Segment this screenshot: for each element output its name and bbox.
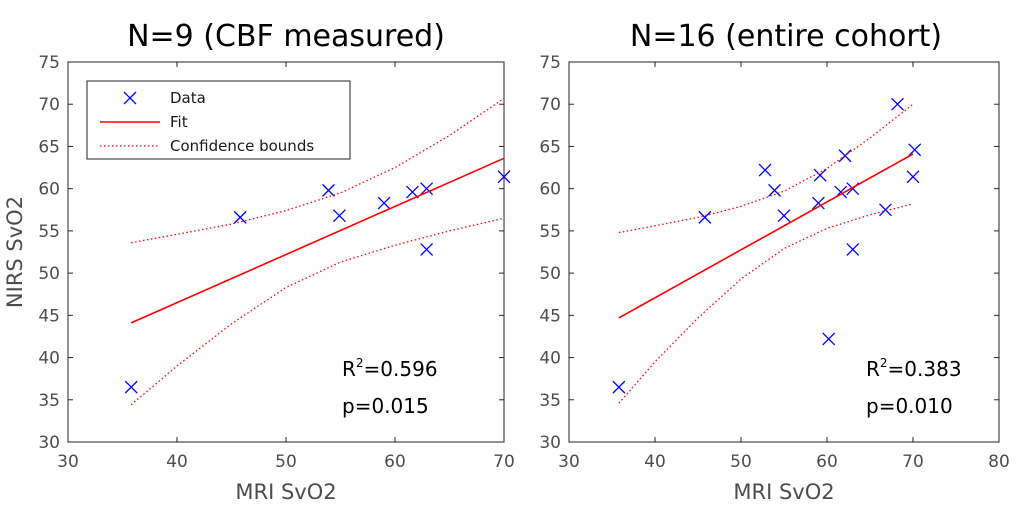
right-data-point xyxy=(846,243,860,256)
right-confidence-bound-line xyxy=(618,203,914,404)
legend-marker-data xyxy=(123,91,137,105)
right-y-tick-label: 30 xyxy=(539,433,561,453)
left-fit-line xyxy=(130,157,505,324)
legend-box xyxy=(86,80,351,160)
left-y-axis-label: NIRS SvO2 xyxy=(3,196,27,308)
right-data-point xyxy=(906,170,920,184)
right-y-tick-label: 75 xyxy=(539,53,561,73)
right-data-point xyxy=(822,332,836,346)
right-panel: N=16 (entire cohort) 30 40 50 60 70 80 30 35 40 4… xyxy=(539,19,1009,504)
left-chart-title: N=9 (CBF measured) xyxy=(127,19,445,54)
legend-label-data: Data xyxy=(170,89,206,107)
left-plot-marks xyxy=(124,97,511,406)
right-y-tick-label: 65 xyxy=(539,137,561,157)
right-data-point xyxy=(758,163,772,177)
left-y-tick-label: 40 xyxy=(38,349,60,369)
legend-label-confidence: Confidence bounds xyxy=(170,137,314,155)
right-x-tick-label: 40 xyxy=(644,452,666,472)
right-x-axis-label: MRI SvO2 xyxy=(733,480,834,504)
right-data-point xyxy=(879,203,892,217)
right-x-tick-label: 60 xyxy=(816,452,838,472)
right-x-tick-label: 30 xyxy=(558,452,580,472)
right-x-tick-label: 80 xyxy=(988,452,1010,472)
right-y-tick-label: 70 xyxy=(539,95,561,115)
left-x-tick-label: 30 xyxy=(57,452,79,472)
right-x-tick-label: 70 xyxy=(902,452,924,472)
right-data-point xyxy=(908,143,922,157)
right-confidence-bound-line xyxy=(618,103,914,234)
left-r2-text: R2=0.596 xyxy=(342,356,438,381)
left-y-tick-label: 60 xyxy=(38,180,60,200)
left-data-point xyxy=(233,210,247,224)
right-y-tick-label: 60 xyxy=(539,180,561,200)
left-confidence-bound-line xyxy=(131,97,505,244)
right-data-point xyxy=(698,210,712,224)
right-data-point xyxy=(777,209,791,223)
right-plot-marks xyxy=(612,97,922,404)
right-data-point xyxy=(612,380,626,394)
left-data-point xyxy=(497,170,511,184)
right-y-tick-label: 45 xyxy=(539,306,561,326)
right-data-point xyxy=(811,196,825,210)
left-data-point xyxy=(332,209,346,223)
right-fit-line xyxy=(618,153,914,319)
left-x-tick-label: 50 xyxy=(275,452,297,472)
left-data-point xyxy=(420,243,434,256)
left-y-tick-label: 70 xyxy=(38,95,60,115)
legend: Data Fit Confidence bounds xyxy=(86,80,351,160)
left-data-point xyxy=(405,185,419,199)
left-y-tick-label: 50 xyxy=(38,264,60,284)
left-data-point xyxy=(420,182,434,196)
right-axis-ticks: 30 40 50 60 70 80 30 35 40 45 50 55 60 65 70 75 xyxy=(539,53,1009,472)
left-y-tick-label: 65 xyxy=(38,137,60,157)
left-data-point xyxy=(322,183,335,197)
left-confidence-bound-line xyxy=(130,217,505,406)
right-chart-title: N=16 (entire cohort) xyxy=(630,19,942,54)
left-data-point xyxy=(377,196,391,210)
right-y-tick-label: 50 xyxy=(539,264,561,284)
left-x-tick-label: 60 xyxy=(384,452,406,472)
left-data-point xyxy=(124,380,138,394)
left-y-tick-label: 75 xyxy=(38,53,60,73)
left-axis-ticks: 30 40 50 60 70 30 35 40 45 50 55 60 65 70 75 xyxy=(38,53,514,472)
left-y-tick-label: 30 xyxy=(38,433,60,453)
right-plot-frame xyxy=(568,61,1000,443)
right-y-tick-label: 35 xyxy=(539,391,561,411)
left-panel: N=9 (CBF measured) 30 40 50 60 70 30 35 40 45 50 5… xyxy=(3,19,515,504)
left-x-tick-label: 40 xyxy=(166,452,188,472)
legend-label-fit: Fit xyxy=(170,113,188,131)
left-y-tick-label: 45 xyxy=(38,306,60,326)
right-y-tick-label: 55 xyxy=(539,222,561,242)
left-x-axis-label: MRI SvO2 xyxy=(235,480,336,504)
left-y-tick-label: 35 xyxy=(38,391,60,411)
right-data-point xyxy=(768,183,781,197)
left-x-tick-label: 70 xyxy=(493,452,515,472)
right-x-tick-label: 50 xyxy=(730,452,752,472)
left-p-value: p=0.015 xyxy=(342,394,429,418)
left-y-tick-label: 55 xyxy=(38,222,60,242)
right-p-value: p=0.010 xyxy=(866,394,953,418)
right-data-point xyxy=(813,168,827,182)
right-data-point xyxy=(891,97,904,111)
right-y-tick-label: 40 xyxy=(539,349,561,369)
